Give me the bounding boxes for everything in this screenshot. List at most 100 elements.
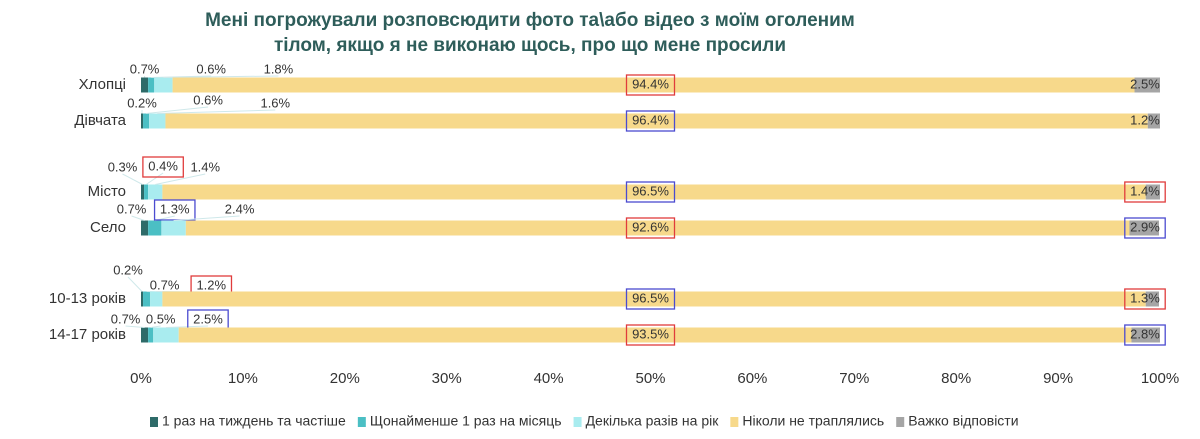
- data-label: 0.6%: [193, 92, 223, 107]
- data-label-highlight-box: [625, 217, 676, 239]
- data-label: 0.3%: [108, 159, 138, 174]
- data-label: 2.8%: [1130, 326, 1160, 341]
- bar-segment: [143, 291, 151, 307]
- data-label: 0.5%: [146, 311, 176, 326]
- data-label-highlight-box: [625, 288, 676, 310]
- leader-line: [127, 276, 143, 292]
- data-label: 93.5%: [632, 326, 669, 341]
- bar-segment: [1134, 77, 1160, 93]
- data-label: 96.4%: [632, 112, 669, 127]
- category-label: Дівчата: [74, 112, 126, 129]
- data-label: 0.2%: [127, 95, 157, 110]
- data-label-highlight-box: [625, 324, 676, 346]
- data-label: 0.7%: [130, 61, 160, 76]
- bar-segment: [141, 327, 149, 343]
- legend-label: 1 раз на тиждень та частіше: [162, 413, 346, 429]
- data-label-highlight-box: [1124, 217, 1166, 239]
- bar-segment: [143, 113, 150, 129]
- x-tick-label: 100%: [1141, 370, 1179, 387]
- bar-segment: [154, 77, 173, 93]
- bar-segment: [141, 220, 149, 236]
- bar-segment: [141, 184, 145, 200]
- leader-line: [151, 75, 212, 78]
- bar-segment: [172, 77, 1135, 93]
- x-tick-label: 40%: [534, 370, 564, 387]
- legend-swatch: [896, 417, 905, 427]
- bar-segment: [165, 113, 1148, 129]
- bar-segment: [1145, 291, 1159, 307]
- x-tick-label: 20%: [330, 370, 360, 387]
- data-label: 0.7%: [111, 311, 141, 326]
- data-label: 0.2%: [113, 262, 143, 277]
- legend-swatch: [730, 417, 739, 427]
- bar-segment: [1131, 327, 1160, 343]
- leader-line: [131, 215, 145, 221]
- data-label: 1.3%: [160, 201, 190, 216]
- legend-label: Ніколи не траплялись: [742, 413, 884, 429]
- data-label: 2.9%: [1130, 219, 1160, 234]
- data-label: 1.4%: [190, 159, 220, 174]
- legend-swatch: [357, 417, 366, 427]
- category-label: 14-17 років: [49, 326, 126, 343]
- bar-segment: [149, 113, 166, 129]
- leader-line: [155, 173, 206, 185]
- x-tick-label: 30%: [432, 370, 462, 387]
- data-label-highlight-box: [1124, 288, 1166, 310]
- x-tick-label: 70%: [839, 370, 869, 387]
- data-label: 0.6%: [196, 61, 226, 76]
- data-label: 92.6%: [632, 219, 669, 234]
- x-tick-label: 60%: [737, 370, 767, 387]
- legend-label: Декілька разів на рік: [586, 413, 720, 429]
- data-label: 94.4%: [632, 76, 669, 91]
- data-label: 96.5%: [632, 290, 669, 305]
- leader-line: [163, 75, 279, 78]
- legend-label: Щонайменше 1 раз на місяць: [370, 413, 562, 429]
- data-label: 2.4%: [225, 201, 255, 216]
- bar-segment: [162, 184, 1146, 200]
- bar-segment: [153, 327, 179, 343]
- bar-segment: [148, 184, 163, 200]
- legend-label: Важко відповісти: [908, 413, 1018, 429]
- category-label: Місто: [88, 183, 126, 200]
- bar-segment: [144, 184, 149, 200]
- leader-line: [146, 106, 209, 114]
- data-label-highlight-box: [625, 181, 676, 203]
- bar-segment: [1147, 113, 1160, 129]
- legend-swatch: [573, 417, 582, 427]
- data-label: 0.4%: [148, 158, 178, 173]
- data-label: 1.3%: [1130, 290, 1160, 305]
- leader-line: [150, 325, 161, 328]
- bar-segment: [1129, 220, 1159, 236]
- chart-title: Мені погрожували розповсюдити фото та\аб…: [205, 10, 855, 56]
- bar-segment: [148, 77, 155, 93]
- category-label: 10-13 років: [49, 290, 126, 307]
- data-label: 1.2%: [196, 277, 226, 292]
- data-label: 96.5%: [632, 183, 669, 198]
- category-label: Хлопці: [79, 76, 126, 93]
- x-tick-label: 90%: [1043, 370, 1073, 387]
- data-label-highlight-box: [625, 74, 676, 96]
- bar-segment: [141, 113, 144, 129]
- leader-line: [125, 325, 145, 328]
- x-tick-label: 0%: [130, 370, 152, 387]
- bar-segment: [148, 327, 154, 343]
- bar-segment: [148, 220, 162, 236]
- bar-segment: [1145, 184, 1160, 200]
- data-label-highlight-box: [625, 110, 676, 132]
- bar-segment: [162, 291, 1146, 307]
- legend-swatch: [150, 417, 158, 427]
- data-label: 2.5%: [193, 311, 223, 326]
- leader-line: [165, 325, 208, 328]
- data-label-highlight-box: [1124, 324, 1166, 346]
- leader-line: [122, 173, 143, 185]
- data-label: 0.7%: [117, 201, 147, 216]
- x-tick-label: 10%: [228, 370, 258, 387]
- data-label: 1.6%: [260, 95, 290, 110]
- category-label: Село: [90, 219, 126, 236]
- x-tick-label: 50%: [635, 370, 665, 387]
- data-label: 1.4%: [1130, 183, 1160, 198]
- bar-segment: [185, 220, 1130, 236]
- bar-segment: [161, 220, 186, 236]
- data-label-highlight-box: [142, 156, 184, 178]
- data-label: 2.5%: [1130, 76, 1160, 91]
